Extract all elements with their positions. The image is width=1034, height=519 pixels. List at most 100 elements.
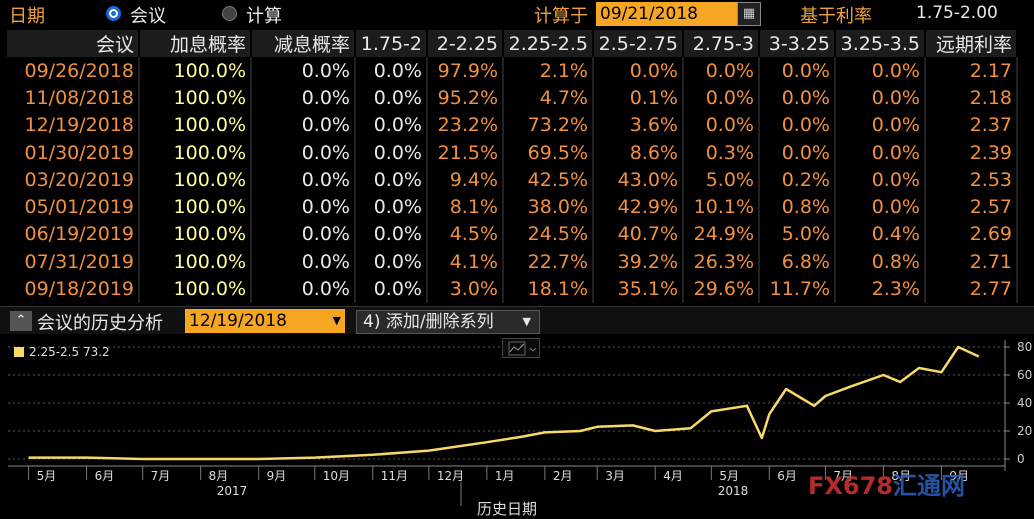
meeting-date-cell[interactable]: 03/20/2019 bbox=[7, 166, 140, 194]
column-header[interactable]: 2.75-3 bbox=[683, 30, 760, 57]
column-header[interactable]: 2.25-2.5 bbox=[503, 30, 594, 57]
radio-meeting-label[interactable]: 会议 bbox=[130, 6, 166, 27]
table-cell: 4.5% bbox=[427, 220, 504, 249]
table-cell: 69.5% bbox=[503, 138, 594, 167]
table-cell: 0.0% bbox=[251, 138, 356, 167]
column-header[interactable]: 2.5-2.75 bbox=[593, 30, 684, 57]
x-tick-label: 8月 bbox=[209, 469, 229, 483]
meeting-date-cell[interactable]: 07/31/2019 bbox=[7, 248, 140, 276]
table-cell: 2.18 bbox=[925, 84, 1018, 112]
y-tick-label: 40 bbox=[1017, 396, 1032, 410]
table-cell: 0.0% bbox=[683, 84, 760, 112]
table-cell: 18.1% bbox=[503, 275, 594, 303]
x-tick-label: 10月 bbox=[323, 469, 350, 483]
radio-calc[interactable] bbox=[222, 6, 237, 21]
history-chart: 0 20 40 60 80 5月 6月 7月 8月 9月 10月 11月 12月 1月 2月 3月 4月 5月 6月… bbox=[0, 336, 1034, 519]
table-cell: 3.6% bbox=[593, 111, 684, 139]
x-tick-label: 5月 bbox=[719, 469, 739, 483]
table-cell: 0.0% bbox=[759, 111, 836, 139]
base-rate-value: 1.75-2.00 bbox=[916, 3, 998, 23]
table-cell: 2.39 bbox=[925, 138, 1018, 167]
series-line bbox=[28, 345, 980, 461]
meeting-date-value: 12/19/2018 bbox=[189, 311, 287, 331]
radio-meeting[interactable] bbox=[106, 6, 121, 21]
meeting-date-cell[interactable]: 11/08/2018 bbox=[7, 84, 140, 112]
chart-type-button[interactable] bbox=[502, 338, 540, 358]
column-header[interactable]: 减息概率 bbox=[251, 30, 356, 57]
table-cell: 8.6% bbox=[593, 138, 684, 167]
table-cell: 0.0% bbox=[251, 248, 356, 276]
dropdown-arrow-icon: ▼ bbox=[332, 314, 341, 327]
add-remove-series-label: 4) 添加/删除系列 bbox=[363, 312, 494, 332]
table-cell: 22.7% bbox=[503, 248, 594, 276]
column-header[interactable]: 加息概率 bbox=[139, 30, 252, 57]
table-cell: 26.3% bbox=[683, 248, 760, 276]
column-header[interactable]: 3-3.25 bbox=[759, 30, 836, 57]
table-cell: 73.2% bbox=[503, 111, 594, 139]
y-tick-label: 0 bbox=[1017, 452, 1025, 466]
column-header[interactable]: 1.75-2 bbox=[355, 30, 428, 57]
add-remove-series-button[interactable]: 4) 添加/删除系列 ▼ bbox=[356, 310, 540, 334]
table-cell: 24.9% bbox=[683, 220, 760, 249]
table-row[interactable]: 07/31/2019 100.0% 0.0% 0.0% 4.1% 22.7% 39.2% 26… bbox=[7, 248, 1018, 276]
table-row[interactable]: 09/18/2019 100.0% 0.0% 0.0% 3.0% 18.1% 35.1% 29… bbox=[7, 275, 1018, 303]
history-toolbar: ⌃ 会议的历史分析 12/19/2018 ▼ 4) 添加/删除系列 ▼ bbox=[0, 306, 1034, 334]
table-cell: 43.0% bbox=[593, 166, 684, 194]
table-cell: 100.0% bbox=[139, 193, 252, 221]
meeting-date-cell[interactable]: 12/19/2018 bbox=[7, 111, 140, 139]
table-cell: 0.0% bbox=[355, 166, 428, 194]
table-cell: 0.0% bbox=[251, 111, 356, 139]
probability-table: 会议 加息概率 减息概率 1.75-2 2-2.25 2.25-2.5 2.5-2.75 2.… bbox=[7, 30, 1018, 303]
table-cell: 2.69 bbox=[925, 220, 1018, 249]
meeting-date-cell[interactable]: 01/30/2019 bbox=[7, 138, 140, 167]
column-header[interactable]: 2-2.25 bbox=[427, 30, 504, 57]
table-header-row: 会议 加息概率 减息概率 1.75-2 2-2.25 2.25-2.5 2.5-2.75 2.… bbox=[7, 30, 1018, 57]
legend-swatch bbox=[14, 347, 24, 357]
table-row[interactable]: 05/01/2019 100.0% 0.0% 0.0% 8.1% 38.0% 42.9% 10… bbox=[7, 193, 1018, 221]
table-body: 09/26/2018 100.0% 0.0% 0.0% 97.9% 2.1% 0.0% 0.0… bbox=[7, 57, 1018, 303]
radio-calc-label[interactable]: 计算 bbox=[246, 6, 282, 27]
calc-date-value: 09/21/2018 bbox=[600, 4, 698, 24]
meeting-date-cell[interactable]: 09/26/2018 bbox=[7, 57, 140, 85]
y-tick-label: 80 bbox=[1017, 340, 1032, 354]
history-title: 会议的历史分析 bbox=[37, 313, 163, 334]
table-cell: 10.1% bbox=[683, 193, 760, 221]
table-cell: 0.0% bbox=[835, 193, 926, 221]
meeting-date-cell[interactable]: 09/18/2019 bbox=[7, 275, 140, 303]
x-tick-label: 7月 bbox=[833, 469, 853, 483]
x-tick-label: 8月 bbox=[891, 469, 911, 483]
meeting-date-cell[interactable]: 06/19/2019 bbox=[7, 220, 140, 249]
chart-legend: 2.25-2.5 73.2 bbox=[14, 345, 110, 359]
table-cell: 0.3% bbox=[683, 138, 760, 167]
table-row[interactable]: 03/20/2019 100.0% 0.0% 0.0% 9.4% 42.5% 43.0% 5.… bbox=[7, 166, 1018, 194]
table-cell: 39.2% bbox=[593, 248, 684, 276]
column-header[interactable]: 远期利率 bbox=[925, 30, 1018, 57]
table-cell: 0.0% bbox=[593, 57, 684, 85]
table-cell: 0.0% bbox=[251, 193, 356, 221]
dropdown-arrow-icon: ▼ bbox=[522, 315, 531, 328]
table-cell: 0.1% bbox=[593, 84, 684, 112]
x-year-label: 2018 bbox=[718, 484, 749, 498]
table-row[interactable]: 11/08/2018 100.0% 0.0% 0.0% 95.2% 4.7% 0.1% 0.0… bbox=[7, 84, 1018, 112]
calendar-icon[interactable]: ▦ bbox=[737, 2, 761, 26]
table-row[interactable]: 12/19/2018 100.0% 0.0% 0.0% 23.2% 73.2% 3.6% 0.… bbox=[7, 111, 1018, 139]
table-cell: 42.9% bbox=[593, 193, 684, 221]
table-cell: 21.5% bbox=[427, 138, 504, 167]
x-tick-label: 9月 bbox=[267, 469, 287, 483]
table-row[interactable]: 06/19/2019 100.0% 0.0% 0.0% 4.5% 24.5% 40.7% 24… bbox=[7, 220, 1018, 249]
table-cell: 38.0% bbox=[503, 193, 594, 221]
table-cell: 2.17 bbox=[925, 57, 1018, 85]
meeting-date-select[interactable]: 12/19/2018 ▼ bbox=[185, 309, 345, 333]
double-chevron-up-icon[interactable]: ⌃ bbox=[10, 311, 32, 331]
table-cell: 0.8% bbox=[835, 248, 926, 276]
calc-date-field[interactable]: 09/21/2018 ▦ bbox=[596, 2, 761, 26]
table-cell: 23.2% bbox=[427, 111, 504, 139]
table-row[interactable]: 09/26/2018 100.0% 0.0% 0.0% 97.9% 2.1% 0.0% 0.0… bbox=[7, 57, 1018, 85]
table-cell: 0.0% bbox=[355, 275, 428, 303]
column-header[interactable]: 会议 bbox=[7, 30, 140, 57]
column-header[interactable]: 3.25-3.5 bbox=[835, 30, 926, 57]
table-cell: 0.0% bbox=[355, 84, 428, 112]
table-row[interactable]: 01/30/2019 100.0% 0.0% 0.0% 21.5% 69.5% 8.6% 0.… bbox=[7, 138, 1018, 167]
table-cell: 5.0% bbox=[683, 166, 760, 194]
meeting-date-cell[interactable]: 05/01/2019 bbox=[7, 193, 140, 221]
